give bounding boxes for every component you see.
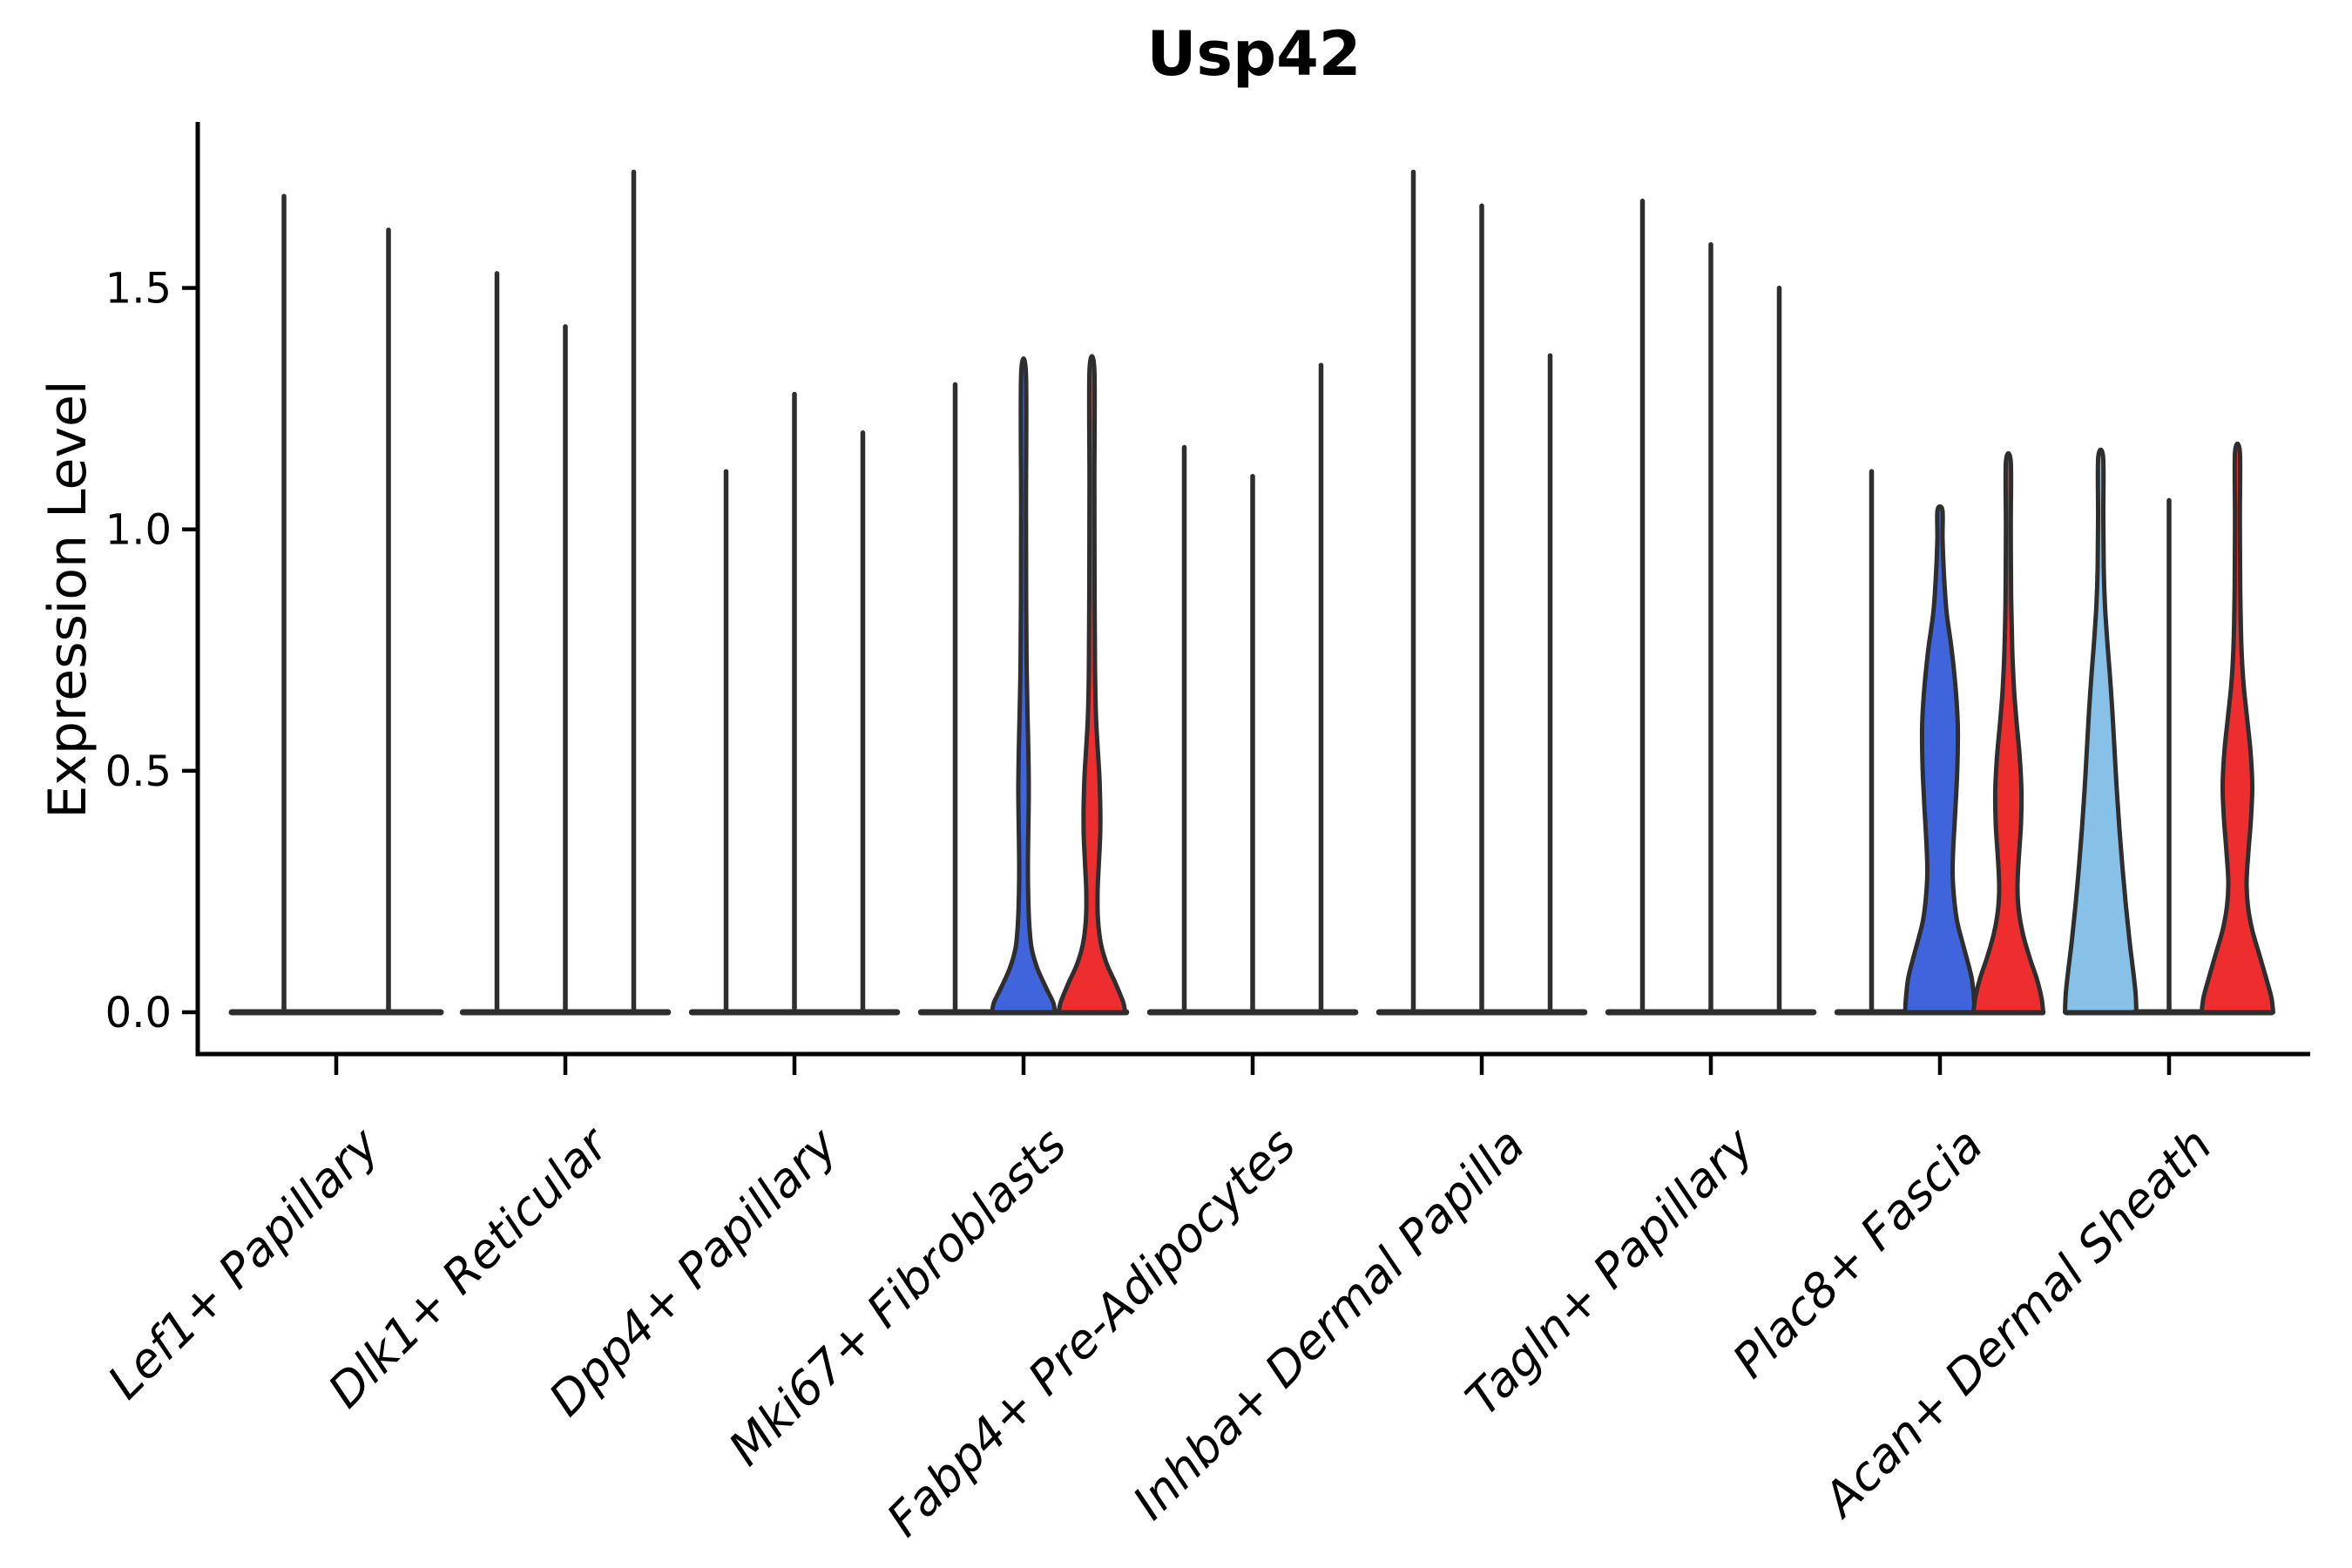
- violin-group: [688, 391, 901, 1016]
- violin-group: [1605, 199, 1817, 1016]
- y-tick-label: 0.5: [105, 747, 172, 796]
- violin-group: [917, 354, 1130, 1016]
- x-tick-label: Fabp4+ Pre-Adipocytes: [876, 1118, 1306, 1547]
- violin-group: [459, 169, 672, 1016]
- violin-group: [1834, 450, 2046, 1016]
- y-tick-label: 1.0: [105, 506, 172, 555]
- violin-blue: [990, 356, 1058, 1015]
- violin-blue: [1903, 504, 1977, 1015]
- violin-lightblue: [2063, 447, 2139, 1015]
- violin-red: [2200, 441, 2275, 1015]
- y-tick-label: 1.5: [105, 265, 172, 314]
- x-tick-label: Inhba+ Dermal Papilla: [1122, 1118, 1535, 1531]
- violin-group: [1375, 169, 1588, 1016]
- chart-title: Usp42: [1146, 18, 1362, 90]
- y-tick-label: 0.0: [105, 989, 172, 1037]
- violin-group: [1146, 362, 1359, 1016]
- x-tick-label: Acan+ Dermal Sheath: [1811, 1118, 2222, 1529]
- violin-group: [2063, 441, 2275, 1016]
- violin-red: [1971, 450, 2045, 1015]
- violin-group: [228, 193, 444, 1016]
- violin-red: [1057, 354, 1127, 1015]
